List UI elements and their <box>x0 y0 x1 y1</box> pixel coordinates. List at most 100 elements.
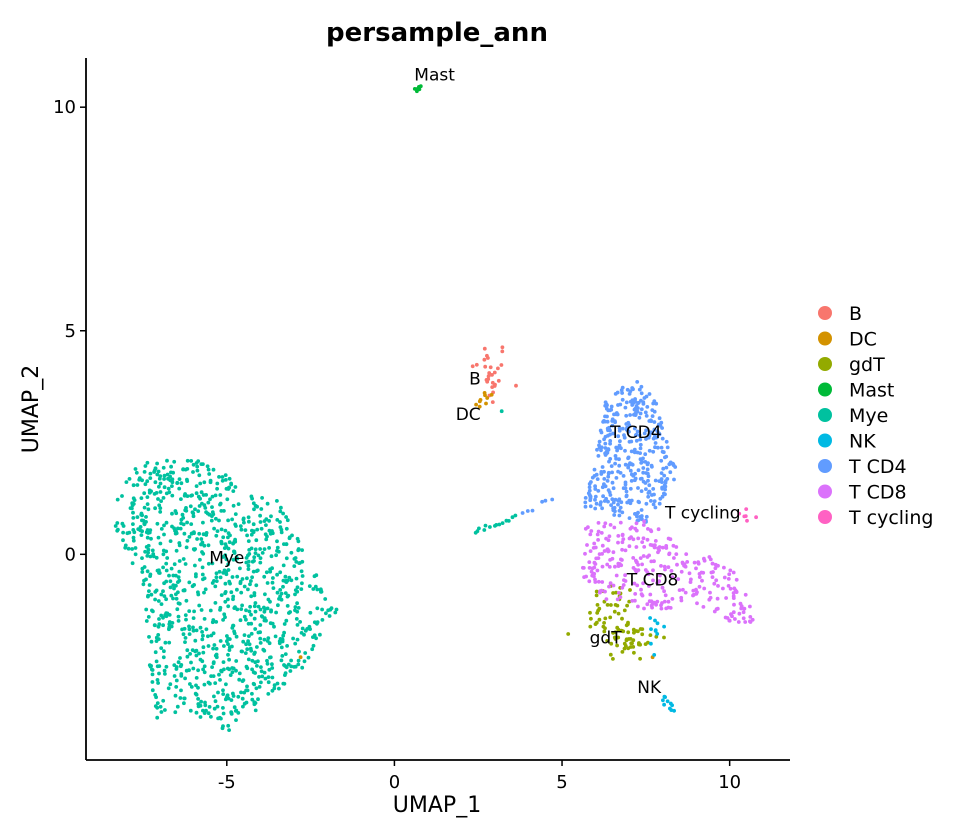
data-point <box>138 525 143 529</box>
data-point <box>743 620 748 624</box>
data-point <box>226 604 231 609</box>
data-point <box>161 698 166 703</box>
data-point <box>254 538 259 543</box>
data-point <box>229 712 234 716</box>
data-point <box>610 419 615 423</box>
data-point <box>614 590 618 595</box>
data-point <box>587 560 592 564</box>
data-point <box>249 532 254 537</box>
data-point <box>640 627 645 631</box>
data-point <box>215 704 220 709</box>
data-point <box>616 434 621 439</box>
data-point <box>212 706 217 711</box>
legend-key-mye <box>818 408 832 422</box>
data-point <box>232 539 237 544</box>
data-point <box>264 618 268 623</box>
data-point <box>611 550 616 555</box>
data-point <box>185 648 190 653</box>
data-point <box>200 637 205 642</box>
data-point <box>260 614 265 619</box>
y-tick-label: 0 <box>65 544 76 565</box>
data-point <box>228 673 233 677</box>
data-point <box>599 470 604 474</box>
data-point <box>652 653 657 657</box>
data-point <box>189 685 194 689</box>
data-point <box>214 516 218 521</box>
data-point <box>645 555 650 559</box>
data-point <box>169 593 174 598</box>
y-ticks: 0 5 10 <box>53 97 86 565</box>
data-point <box>636 568 641 572</box>
data-point <box>602 549 607 553</box>
data-point <box>282 622 287 626</box>
data-point <box>198 657 203 662</box>
data-point <box>628 399 633 404</box>
data-point <box>191 616 196 620</box>
data-point <box>252 507 256 512</box>
cluster-label-t-cd4: T CD4 <box>609 423 662 443</box>
data-point <box>658 573 662 578</box>
data-point <box>193 563 197 568</box>
data-point <box>270 675 275 680</box>
data-point <box>647 433 652 438</box>
data-point <box>194 710 199 715</box>
data-point <box>260 674 265 679</box>
data-point <box>174 548 179 553</box>
data-point <box>631 645 636 649</box>
data-point <box>615 643 619 648</box>
data-point <box>121 530 125 535</box>
data-point <box>631 556 636 560</box>
data-point <box>278 520 282 524</box>
data-point <box>198 625 203 630</box>
data-point <box>227 657 232 662</box>
data-point <box>209 674 214 678</box>
data-point <box>204 493 209 497</box>
data-point <box>662 599 667 604</box>
data-point <box>616 469 620 474</box>
data-point <box>734 590 739 594</box>
data-point <box>179 688 183 693</box>
data-point <box>597 606 602 611</box>
data-point <box>614 476 619 480</box>
data-point <box>148 471 153 476</box>
data-point <box>154 659 159 664</box>
data-point <box>217 518 221 523</box>
data-point <box>651 578 655 583</box>
data-point <box>662 702 666 707</box>
data-point <box>267 641 272 646</box>
data-point <box>702 558 707 563</box>
data-point <box>742 606 747 611</box>
data-point <box>415 87 419 91</box>
data-point <box>157 484 161 489</box>
data-point <box>206 561 211 566</box>
data-point <box>249 612 253 617</box>
data-point <box>217 672 221 677</box>
data-point <box>500 521 505 525</box>
data-point <box>145 502 150 506</box>
data-point <box>482 528 487 532</box>
data-point <box>247 609 252 614</box>
data-point <box>679 598 684 603</box>
data-point <box>256 697 260 702</box>
data-point <box>671 543 676 548</box>
data-point <box>246 559 251 564</box>
data-point <box>172 663 177 667</box>
data-point <box>177 477 182 481</box>
data-point <box>617 463 622 468</box>
data-point <box>162 668 167 673</box>
data-point <box>284 665 289 670</box>
data-point <box>178 696 183 700</box>
series-t-cd8 <box>581 519 755 624</box>
data-point <box>139 533 144 537</box>
data-point <box>601 494 605 499</box>
data-point <box>234 524 238 528</box>
data-point <box>593 487 598 491</box>
data-point <box>223 599 228 604</box>
data-point <box>267 528 272 533</box>
data-point <box>640 562 644 567</box>
data-point <box>603 616 608 621</box>
data-point <box>619 628 624 633</box>
data-point <box>284 556 289 561</box>
data-point <box>629 439 634 444</box>
data-point <box>602 629 607 634</box>
